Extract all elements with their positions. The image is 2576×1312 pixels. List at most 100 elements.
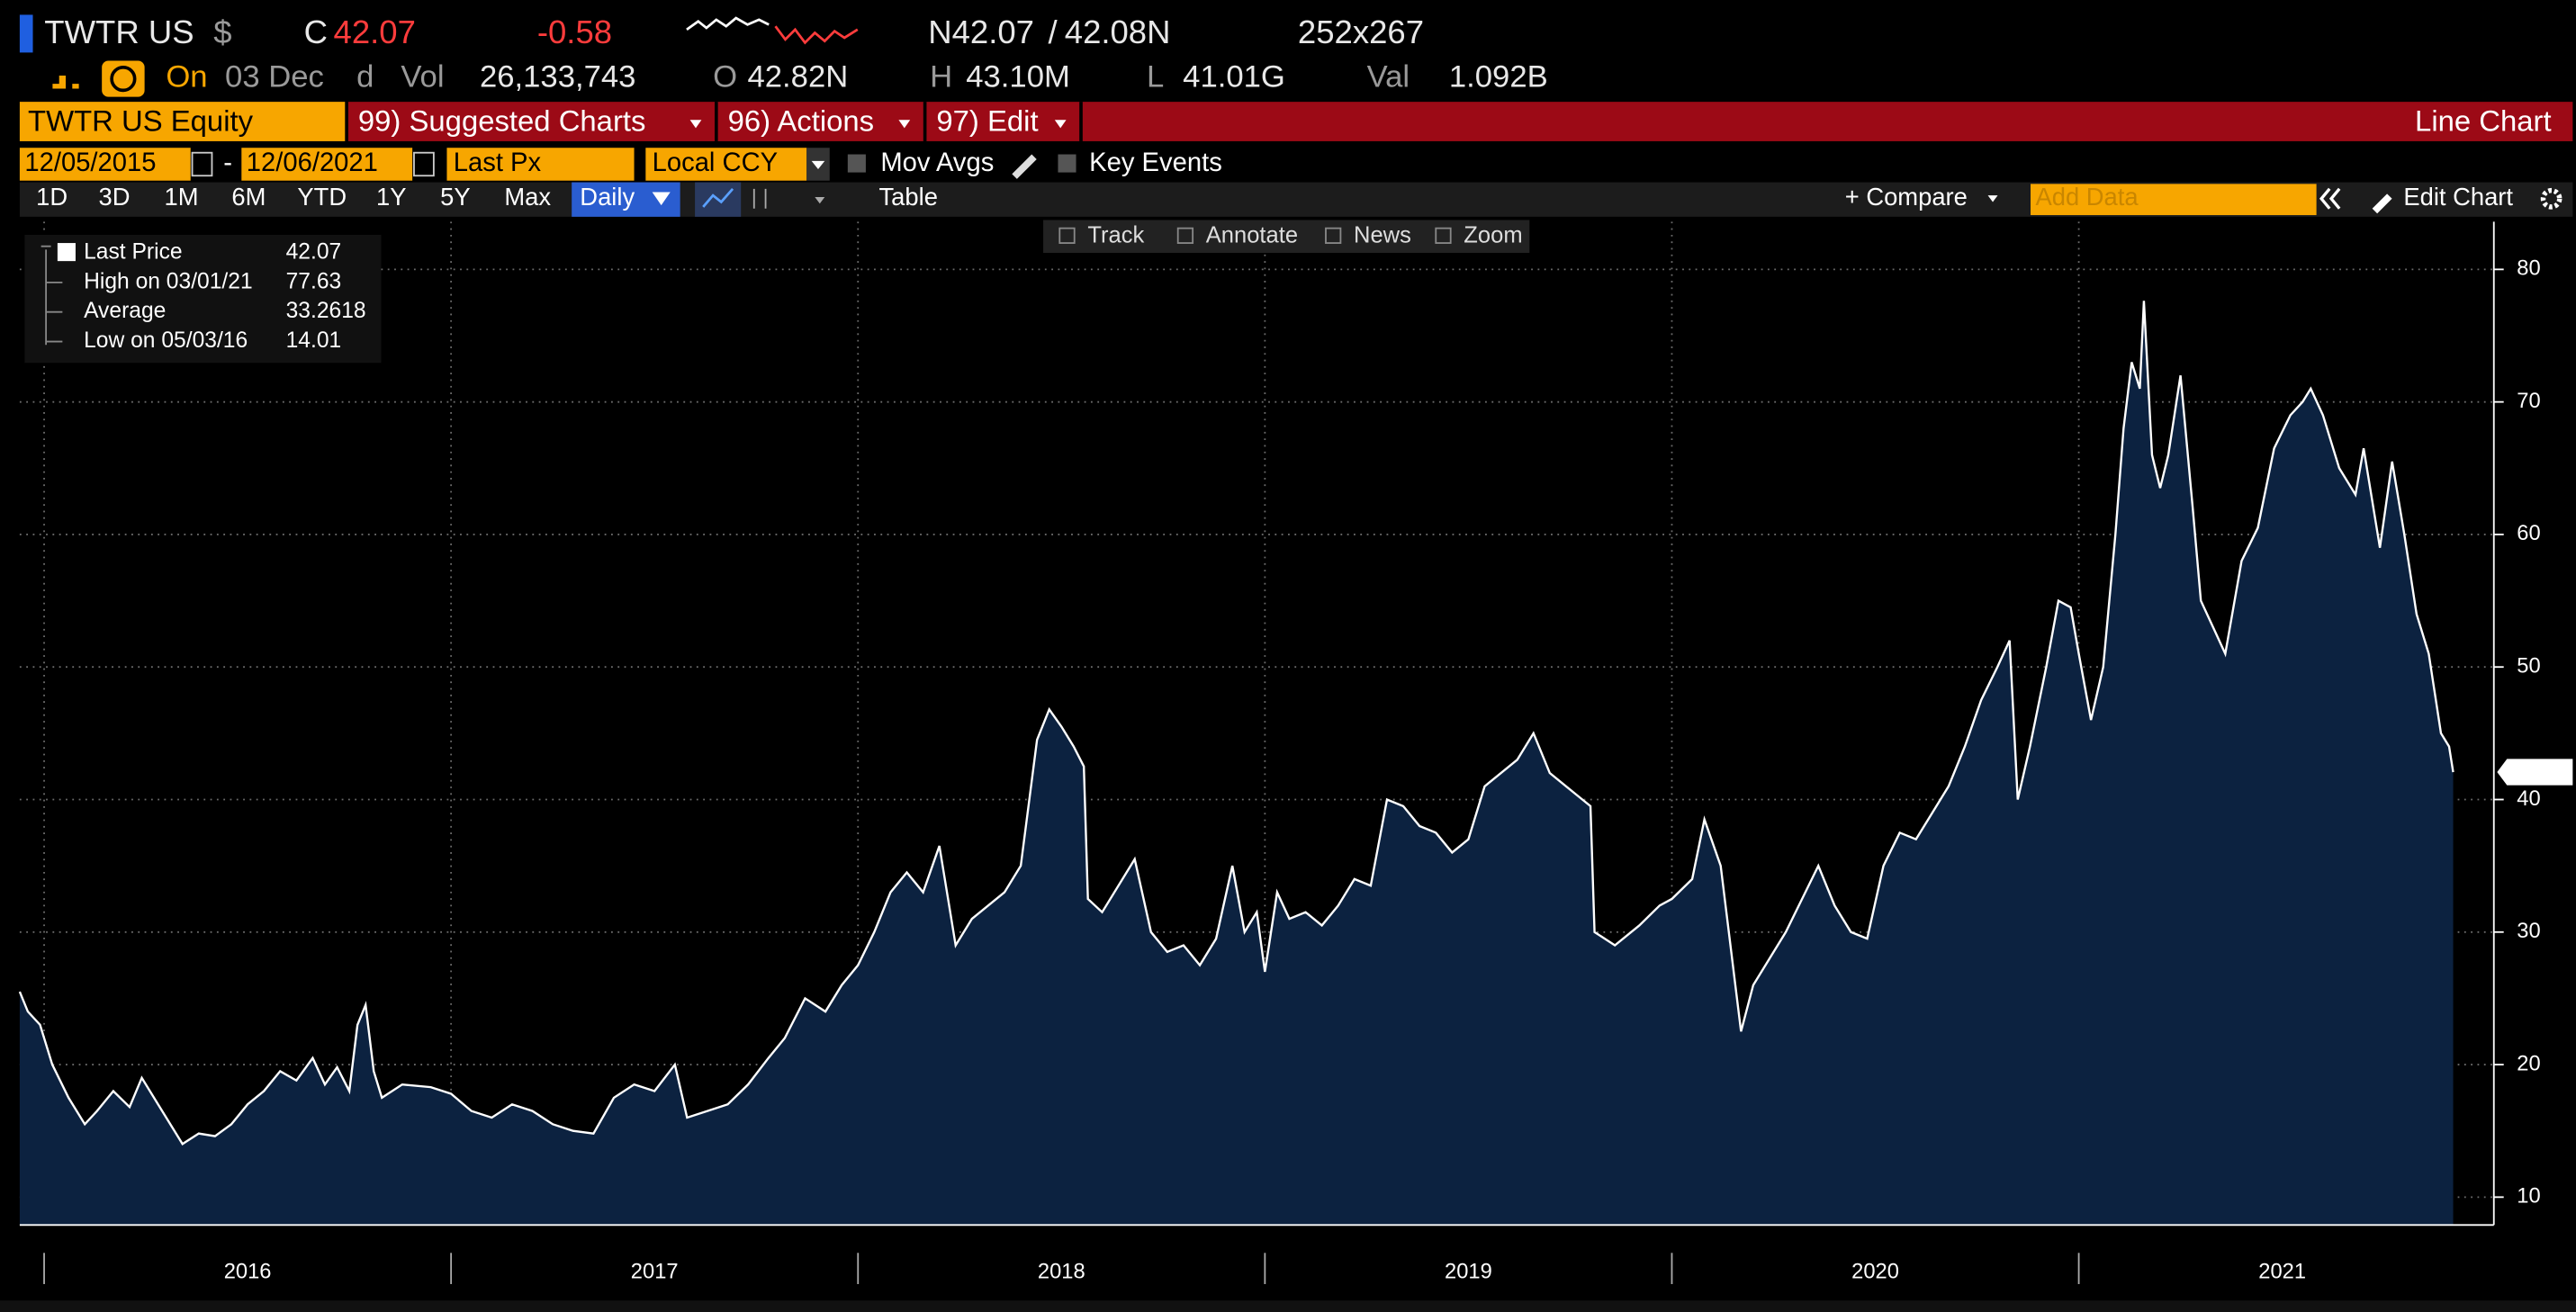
chart-type: Line Chart — [2415, 104, 2552, 138]
vol-label: Vol — [401, 60, 444, 94]
field: Last Px — [454, 148, 542, 177]
add-data-field[interactable] — [2031, 184, 2317, 216]
high-label: H — [930, 60, 952, 94]
sparkline-day — [686, 16, 770, 31]
date-dash: - — [223, 148, 232, 177]
stat-value: 33.2618 — [286, 299, 366, 323]
menu-arrow — [1054, 120, 1067, 129]
currency-select[interactable] — [645, 148, 807, 181]
y-tick-label: 20 — [2517, 1052, 2540, 1075]
legend-name: Last Price — [84, 240, 183, 265]
checkbox[interactable] — [1058, 154, 1076, 173]
settings-gear[interactable] — [2540, 187, 2562, 210]
currency: $ — [213, 13, 231, 50]
volume: 26,133,743 — [480, 60, 635, 94]
ticker: TWTR US — [44, 13, 194, 50]
security-field[interactable] — [19, 102, 346, 141]
collapse-icon[interactable] — [2319, 187, 2341, 210]
date: 03 Dec — [225, 60, 324, 94]
size: 252x267 — [1298, 13, 1424, 50]
y-tick-label: 40 — [2517, 787, 2540, 811]
tool-icon — [1435, 227, 1452, 244]
add-data: Add Data — [2035, 183, 2139, 211]
chart-tools-bar — [1043, 220, 1530, 254]
x-tick-label: 2017 — [631, 1260, 679, 1283]
change: -0.58 — [537, 13, 612, 50]
edit-chart[interactable]: Edit Chart — [2403, 183, 2513, 211]
chart-tool[interactable]: Annotate — [1206, 223, 1298, 248]
end-date-field[interactable] — [241, 148, 413, 181]
val-label: Val — [1367, 60, 1410, 94]
range-button[interactable]: 1M — [165, 183, 199, 211]
range-button[interactable]: YTD — [297, 183, 347, 211]
chart-tool[interactable]: Track — [1087, 223, 1144, 248]
y-tick-label: 10 — [2517, 1185, 2540, 1209]
low: 41.01G — [1183, 60, 1285, 94]
start-date: 12/05/2015 — [24, 148, 156, 177]
stat-value: 77.63 — [286, 269, 342, 293]
menu-bar — [347, 102, 2573, 141]
menu-item[interactable]: 99) Suggested Charts — [358, 104, 646, 138]
x-tick-label: 2020 — [1851, 1260, 1899, 1283]
security-marker — [19, 14, 33, 53]
table-button[interactable]: Table — [879, 183, 938, 211]
menu-item[interactable]: 96) Actions — [728, 104, 875, 138]
y-tick-label: 30 — [2517, 920, 2540, 943]
stat-value: 14.01 — [286, 328, 342, 353]
range-button[interactable]: 5Y — [440, 183, 470, 211]
menu-item[interactable]: 97) Edit — [936, 104, 1038, 138]
currency-setting: Local CCY — [653, 148, 779, 177]
gauge-glyph — [110, 65, 137, 93]
bar-style-icon[interactable] — [752, 188, 767, 209]
x-tick-label: 2018 — [1038, 1260, 1085, 1283]
chart-tools: Track Annotate News Zoom — [1058, 223, 1523, 248]
x-tick-label: 2019 — [1445, 1260, 1492, 1283]
gauge-icon — [102, 60, 145, 97]
x-tick-label: 2016 — [224, 1260, 272, 1283]
high: 43.10M — [966, 60, 1070, 94]
menu-arrow — [898, 120, 911, 129]
field-select[interactable] — [446, 148, 635, 181]
menu-arrow — [689, 120, 702, 129]
footer-strip — [0, 1300, 2576, 1312]
last-value-tag — [2497, 759, 2573, 786]
y-tick-label: 60 — [2517, 522, 2540, 545]
chart-tool[interactable]: News — [1354, 223, 1411, 248]
period: d — [356, 60, 374, 94]
security: TWTR US Equity — [28, 104, 254, 138]
range-button[interactable]: 1Y — [376, 183, 406, 211]
stat-label: High on 03/01/21 — [84, 269, 253, 293]
bid: N42.07 — [928, 13, 1034, 50]
frequency-arrow — [652, 192, 671, 206]
plot: 10 20 30 40 50 60 70 80 2016 2017 2018 2019 2020 2021… — [18, 221, 2573, 1284]
compare-arrow — [1987, 195, 1998, 202]
area-fill — [19, 301, 2454, 1226]
sparkline-change — [774, 25, 859, 45]
style-arrow[interactable] — [815, 196, 825, 204]
stat-label: Low on 05/03/16 — [84, 328, 248, 353]
range-button[interactable]: 3D — [99, 183, 131, 211]
ask: 42.08N — [1065, 13, 1171, 50]
compare-button[interactable]: + Compare — [1845, 183, 1968, 211]
legend-value: 42.07 — [286, 240, 342, 265]
tool-icon — [1058, 227, 1076, 244]
pencil-icon[interactable] — [1012, 154, 1037, 179]
checkbox[interactable] — [847, 154, 866, 173]
range-button[interactable]: 6M — [231, 183, 266, 211]
stat-label: Average — [84, 299, 166, 323]
range-button[interactable]: 1D — [36, 183, 68, 211]
calendar-icon[interactable] — [191, 151, 213, 177]
end-date: 12/06/2021 — [247, 148, 378, 177]
range-button[interactable]: Max — [504, 183, 551, 211]
chart-tool[interactable]: Zoom — [1464, 223, 1522, 248]
calendar-icon[interactable] — [413, 151, 435, 177]
start-date-field[interactable] — [19, 148, 191, 181]
close-label: C — [304, 13, 328, 50]
price: 42.07 — [334, 13, 416, 50]
frequency: Daily — [580, 183, 635, 211]
tool-icon — [1325, 227, 1342, 244]
open-label: O — [713, 60, 737, 94]
y-tick-label: 70 — [2517, 390, 2540, 413]
